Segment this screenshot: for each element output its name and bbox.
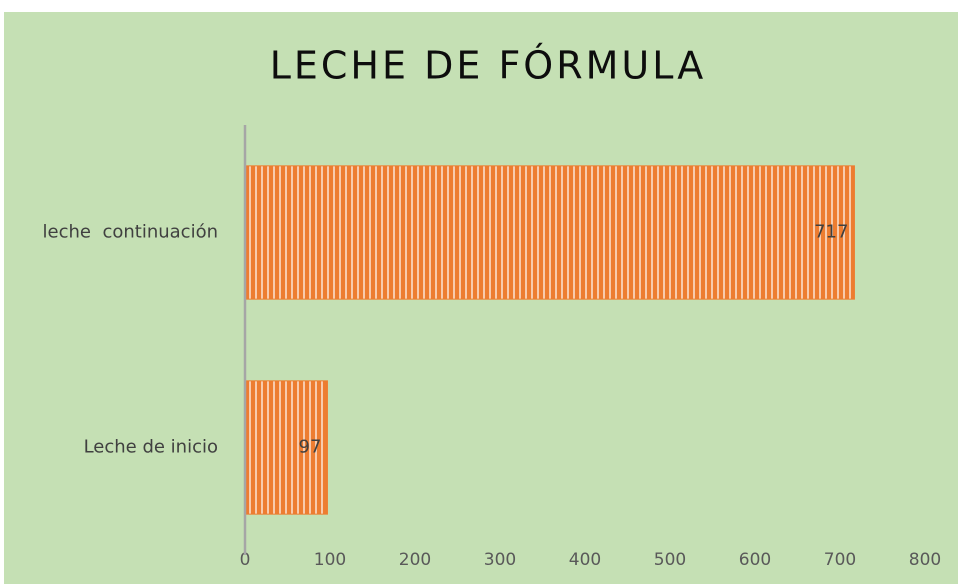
- x-tick-label: 100: [314, 550, 346, 570]
- y-tick-label: Leche de inicio: [84, 437, 218, 458]
- x-tick-label: 300: [484, 550, 516, 570]
- bar: [244, 380, 328, 515]
- x-tick-label: 500: [654, 550, 686, 570]
- data-label: 97: [299, 437, 322, 458]
- y-tick-label: leche continuación: [43, 222, 218, 243]
- chart-title: LECHE DE FÓRMULA: [270, 44, 707, 88]
- bar: [244, 165, 855, 300]
- x-tick-label: 0: [240, 550, 251, 570]
- x-tick-label: 800: [909, 550, 941, 570]
- x-tick-label: 200: [399, 550, 431, 570]
- data-label: 717: [814, 222, 848, 243]
- x-tick-label: 400: [569, 550, 601, 570]
- x-tick-label: 700: [824, 550, 856, 570]
- x-tick-label: 600: [739, 550, 771, 570]
